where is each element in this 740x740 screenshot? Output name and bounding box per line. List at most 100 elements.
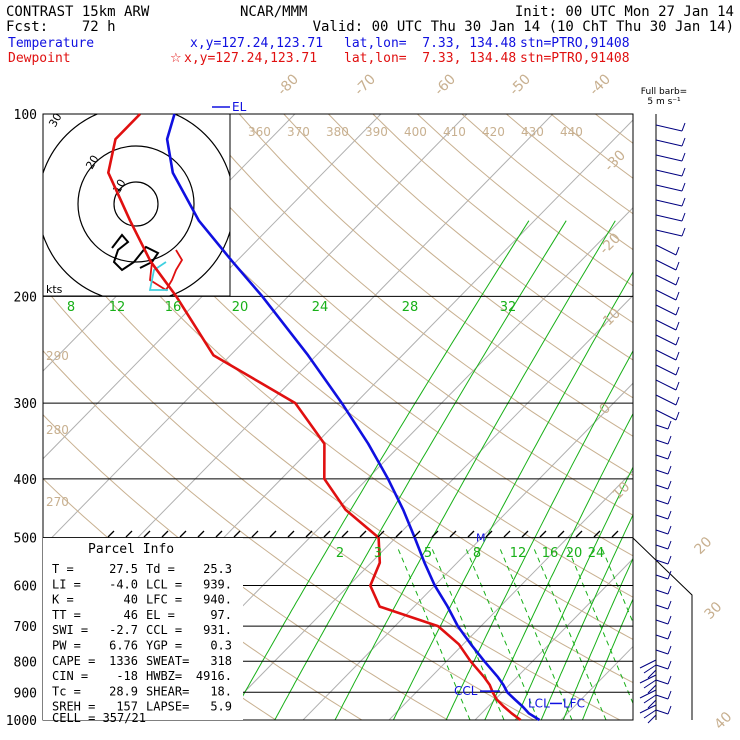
parcel-row-label: K = — [52, 593, 74, 607]
wind-barb-low — [643, 664, 657, 674]
wind-barb-flag — [667, 690, 672, 700]
wind-barb-flag — [675, 246, 680, 256]
wind-barb-flag — [667, 570, 672, 580]
wind-barb — [655, 304, 677, 316]
wind-barb-low — [647, 699, 657, 709]
dry-adiabat-line — [149, 114, 633, 516]
wind-barb-low — [639, 689, 657, 699]
parcel-row-value: 0.3 — [210, 639, 232, 653]
dewpoint-station: stn=PTRO,91408 — [520, 51, 630, 66]
wind-barb-flag — [667, 420, 672, 430]
hatch-tick — [233, 530, 241, 538]
el-marker-label: EL — [232, 100, 247, 114]
wind-barb-flag — [667, 480, 672, 490]
mixing-ratio-line — [484, 412, 633, 720]
theta-label: 370 — [287, 125, 310, 139]
pressure-tick-label-100: 100 — [14, 108, 37, 123]
wind-barb-low — [639, 674, 657, 684]
theta-left-label: 290 — [46, 349, 69, 363]
parcel-row-label: SWI = — [52, 623, 88, 637]
hatch-tick — [611, 530, 619, 538]
theta-label: 410 — [443, 125, 466, 139]
hatch-tick — [215, 530, 223, 538]
isotherm-line — [388, 470, 633, 720]
theta-label: 430 — [521, 125, 544, 139]
wind-barb — [655, 634, 669, 640]
sounding-profiles — [107, 113, 541, 722]
mixing-ratio-line — [274, 220, 567, 720]
level-markers: EL CCL LCL LFC M — [212, 100, 585, 710]
pressure-tick-label-700: 700 — [14, 620, 37, 635]
wind-barb-flag — [667, 660, 672, 670]
theta-label: 390 — [365, 125, 388, 139]
hodograph-cyan-trace — [148, 261, 168, 291]
hodograph-ring-label-20: 20 — [83, 153, 101, 172]
parcel-row-value: 40 — [124, 593, 138, 607]
parcel-row-label: PW = — [52, 639, 81, 653]
parcel-row-value: 940. — [203, 593, 232, 607]
theta-label: 380 — [326, 125, 349, 139]
hodograph-ring-10 — [113, 181, 159, 227]
wind-barb-flag — [667, 705, 672, 715]
hatch-tick — [323, 530, 331, 538]
hatch-tick — [593, 530, 601, 538]
wind-barb — [655, 124, 683, 132]
wind-barb-flag — [681, 227, 686, 237]
mixing-ratio-line — [228, 220, 530, 720]
wind-barb-flag — [667, 615, 672, 625]
dry-adiabat-line — [328, 114, 633, 361]
parcel-row-label: CAPE = — [52, 654, 95, 668]
hatch-tick — [251, 530, 259, 538]
dewpoint-legend-label: Dewpoint — [8, 51, 71, 66]
parcel-row-value: 18. — [210, 684, 232, 698]
isotherm-line — [302, 382, 633, 720]
hodograph-units: kts — [46, 283, 63, 296]
parcel-row-value: 28.9 — [109, 684, 138, 698]
hatch-tick — [107, 530, 115, 538]
wind-barb — [655, 439, 669, 445]
isotherm-label: 10 — [610, 479, 634, 503]
wind-barb-low — [647, 669, 657, 679]
wind-barb-column — [639, 114, 686, 724]
parcel-row-label: Td = — [146, 562, 175, 576]
wind-barb-flag — [681, 212, 686, 222]
wind-barb-flag — [667, 450, 672, 460]
dry-adiabat-line — [43, 285, 621, 720]
mixing-ratio-label-lower: 12 — [510, 546, 527, 561]
mixing-ratio-label-lower: 20 — [566, 546, 583, 561]
parcel-row-label: TT = — [52, 608, 81, 622]
isotherm-line — [474, 558, 633, 720]
wind-barb — [655, 409, 677, 421]
isotherm-label: 40 — [712, 709, 736, 733]
dry-adiabat-line — [238, 114, 633, 437]
dewpoint-star-icon: ☆ — [170, 51, 182, 66]
dry-adiabat-line — [506, 114, 633, 215]
ccl-marker-label: CCL — [454, 684, 478, 698]
wind-barb — [655, 499, 669, 505]
wind-barb — [655, 529, 669, 535]
wind-barb-flag — [675, 306, 680, 316]
isotherm-line — [216, 294, 633, 720]
temperature-station: stn=PTRO,91408 — [520, 36, 630, 51]
hodograph-frame — [42, 113, 231, 297]
mixing-ratio-label-lower: 3 — [374, 546, 382, 561]
parcel-row-label: HWBZ= — [146, 669, 182, 683]
dry-adiabat-line — [685, 114, 740, 733]
center-name: NCAR/MMM — [240, 4, 307, 20]
hatch-tick — [485, 530, 493, 538]
isotherm-label: -30 — [602, 147, 629, 174]
wind-barb-low — [643, 679, 657, 689]
hatch-tick — [179, 530, 187, 538]
parcel-row-label: SWEAT= — [146, 654, 189, 668]
parcel-row-label: EL = — [146, 608, 175, 622]
wind-barb — [655, 559, 669, 565]
hatch-tick — [269, 530, 277, 538]
pressure-tick-label-300: 300 — [14, 397, 37, 412]
parcel-row-label: CIN = — [52, 669, 88, 683]
wind-barb — [655, 484, 669, 490]
wind-barb-flag — [667, 645, 672, 655]
dry-adiabat-line — [640, 114, 740, 733]
parcel-row-label: LI = — [52, 577, 81, 591]
parcel-row-value: 5.9 — [210, 700, 232, 714]
hatch-tick — [287, 530, 295, 538]
